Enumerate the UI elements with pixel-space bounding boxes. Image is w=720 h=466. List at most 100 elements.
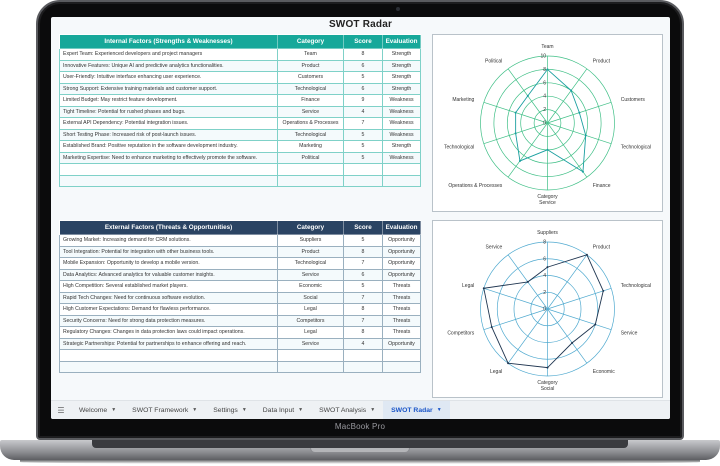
category-cell[interactable]: Product (277, 59, 344, 72)
category-cell[interactable] (277, 163, 344, 176)
column-header[interactable]: Score (343, 220, 383, 235)
tab-data-input[interactable]: Data Input ▼ (255, 401, 311, 420)
factor-cell[interactable]: Security Concerns: Need for strong data … (59, 314, 278, 327)
column-header[interactable]: Category (277, 220, 344, 235)
tab-swot-analysis[interactable]: SWOT Analysis ▼ (311, 401, 383, 420)
factor-cell[interactable] (59, 163, 278, 176)
factor-cell[interactable]: Expert Team: Experienced developers and … (59, 48, 278, 61)
category-cell[interactable]: Competitors (277, 314, 344, 327)
evaluation-cell[interactable]: Threats (382, 326, 421, 339)
category-cell[interactable]: Economic (277, 280, 344, 293)
category-cell[interactable]: Marketing (277, 140, 344, 153)
score-cell[interactable]: 5 (343, 128, 383, 141)
category-cell[interactable]: Legal (277, 326, 344, 339)
factor-cell[interactable]: Strategic Partnerships: Potential for pa… (59, 337, 278, 350)
factor-cell[interactable]: Established Brand: Positive reputation i… (59, 140, 278, 153)
score-cell[interactable] (343, 360, 383, 373)
internal-radar-chart[interactable]: 0 2 4 6 8 10 Team Product Customers Technological… (432, 34, 663, 212)
chevron-down-icon[interactable]: ▼ (370, 407, 376, 413)
category-cell[interactable]: Finance (277, 94, 344, 107)
category-cell[interactable]: Legal (277, 303, 344, 316)
chevron-down-icon[interactable]: ▼ (111, 407, 117, 413)
category-cell[interactable]: Social (277, 291, 344, 304)
score-cell[interactable]: 5 (343, 151, 383, 164)
category-cell[interactable]: Team (277, 48, 344, 61)
evaluation-cell[interactable]: Opportunity (382, 234, 421, 247)
evaluation-cell[interactable] (382, 360, 421, 373)
score-cell[interactable]: 4 (343, 337, 383, 350)
factor-cell[interactable] (59, 360, 278, 373)
category-cell[interactable]: Operations & Processes (277, 117, 344, 130)
score-cell[interactable]: 5 (343, 71, 383, 84)
score-cell[interactable]: 6 (343, 82, 383, 95)
factor-cell[interactable] (59, 349, 278, 362)
evaluation-cell[interactable]: Strength (382, 48, 421, 61)
category-cell[interactable]: Product (277, 245, 344, 258)
evaluation-cell[interactable] (382, 163, 421, 176)
evaluation-cell[interactable]: Threats (382, 314, 421, 327)
factor-cell[interactable]: External API Dependency: Potential integ… (59, 117, 278, 130)
score-cell[interactable] (343, 163, 383, 176)
score-cell[interactable]: 5 (343, 140, 383, 153)
chevron-down-icon[interactable]: ▼ (436, 407, 442, 413)
factor-cell[interactable]: Marketing Expertise: Need to enhance mar… (59, 151, 278, 164)
factor-cell[interactable] (59, 174, 278, 187)
tab-settings[interactable]: Settings ▼ (205, 401, 255, 420)
score-cell[interactable]: 7 (343, 314, 383, 327)
category-cell[interactable]: Technological (277, 82, 344, 95)
score-cell[interactable]: 8 (343, 326, 383, 339)
category-cell[interactable]: Service (277, 268, 344, 281)
score-cell[interactable]: 8 (343, 48, 383, 61)
evaluation-cell[interactable] (382, 174, 421, 187)
chevron-down-icon[interactable]: ▼ (298, 407, 304, 413)
score-cell[interactable]: 5 (343, 280, 383, 293)
column-header[interactable]: Evaluation (382, 34, 421, 49)
category-cell[interactable]: Technological (277, 257, 344, 270)
factor-cell[interactable]: Data Analytics: Advanced analytics for v… (59, 268, 278, 281)
external-radar-chart[interactable]: 0 2 4 6 8 Suppliers Product Technological Servic… (432, 220, 663, 398)
factor-cell[interactable]: User-Friendly: Intuitive interface enhan… (59, 71, 278, 84)
evaluation-cell[interactable]: Threats (382, 280, 421, 293)
factor-cell[interactable]: High Customer Expectations: Demand for f… (59, 303, 278, 316)
score-cell[interactable]: 5 (343, 234, 383, 247)
category-cell[interactable]: Service (277, 105, 344, 118)
evaluation-cell[interactable]: Strength (382, 82, 421, 95)
category-cell[interactable]: Service (277, 337, 344, 350)
evaluation-cell[interactable]: Weakness (382, 128, 421, 141)
evaluation-cell[interactable]: Opportunity (382, 245, 421, 258)
column-header[interactable]: Evaluation (382, 220, 421, 235)
category-cell[interactable]: Technological (277, 128, 344, 141)
evaluation-cell[interactable] (382, 349, 421, 362)
factor-cell[interactable]: Rapid Tech Changes: Need for continuous … (59, 291, 278, 304)
score-cell[interactable]: 7 (343, 291, 383, 304)
score-cell[interactable]: 8 (343, 303, 383, 316)
tab-swot-radar[interactable]: SWOT Radar ▼ (383, 400, 450, 419)
factor-cell[interactable]: Innovative Features: Unique AI and predi… (59, 59, 278, 72)
score-cell[interactable]: 6 (343, 268, 383, 281)
category-cell[interactable]: Suppliers (277, 234, 344, 247)
evaluation-cell[interactable]: Strength (382, 140, 421, 153)
column-header[interactable]: Category (277, 34, 344, 49)
column-header[interactable]: External Factors (Threats & Opportunitie… (59, 220, 278, 235)
factor-cell[interactable]: Mobile Expansion: Opportunity to develop… (59, 257, 278, 270)
evaluation-cell[interactable]: Weakness (382, 151, 421, 164)
score-cell[interactable]: 4 (343, 105, 383, 118)
evaluation-cell[interactable]: Weakness (382, 105, 421, 118)
hamburger-icon[interactable]: ☰ (57, 405, 65, 415)
factor-cell[interactable]: Limited Budget: May restrict feature dev… (59, 94, 278, 107)
factor-cell[interactable]: Strong Support: Extensive training mater… (59, 82, 278, 95)
evaluation-cell[interactable]: Strength (382, 59, 421, 72)
tab-welcome[interactable]: Welcome ▼ (71, 401, 124, 420)
evaluation-cell[interactable]: Weakness (382, 94, 421, 107)
score-cell[interactable]: 8 (343, 245, 383, 258)
factor-cell[interactable]: Tool Integration: Potential for integrat… (59, 245, 278, 258)
score-cell[interactable]: 9 (343, 94, 383, 107)
evaluation-cell[interactable]: Weakness (382, 117, 421, 130)
score-cell[interactable] (343, 174, 383, 187)
evaluation-cell[interactable]: Opportunity (382, 337, 421, 350)
score-cell[interactable]: 7 (343, 257, 383, 270)
category-cell[interactable]: Political (277, 151, 344, 164)
factor-cell[interactable]: Short Testing Phase: Increased risk of p… (59, 128, 278, 141)
evaluation-cell[interactable]: Opportunity (382, 257, 421, 270)
column-header[interactable]: Internal Factors (Strengths & Weaknesses… (59, 34, 278, 49)
